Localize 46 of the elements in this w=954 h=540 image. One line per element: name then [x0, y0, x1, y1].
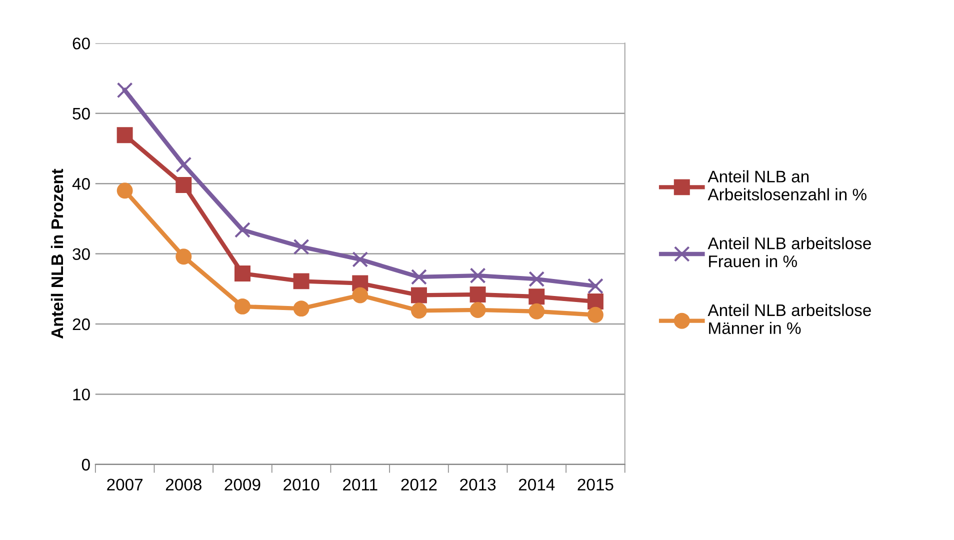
x-tick-label: 2009: [224, 478, 260, 491]
y-tick-label: 30: [72, 248, 90, 260]
x-tick-label: 2007: [107, 478, 143, 491]
point: [410, 268, 427, 285]
point: [410, 302, 427, 319]
y-tick-label: 10: [73, 388, 90, 400]
x-tick-label: 2014: [518, 478, 555, 491]
y-tick-label: 50: [72, 108, 90, 120]
point: [528, 303, 545, 320]
point: [470, 268, 486, 284]
x-tick-label: 2013: [460, 478, 496, 491]
point: [528, 288, 545, 305]
x-tick-label: 2008: [166, 478, 202, 491]
y-tick-label: 0: [82, 458, 90, 471]
point: [587, 278, 604, 294]
point: [116, 82, 133, 98]
point: [528, 271, 545, 288]
x-tick-label: 2015: [578, 478, 614, 491]
legend-label: Anteil NLB an Arbeitslosenzahl in %: [708, 170, 866, 200]
point: [470, 286, 486, 303]
point: [176, 156, 192, 173]
y-axis-title: Anteil NLB in Prozent: [50, 168, 64, 339]
point: [176, 177, 192, 193]
point: [352, 251, 368, 268]
point: [293, 273, 310, 290]
point: [234, 298, 250, 314]
point: [587, 306, 604, 323]
y-tick-label: 20: [72, 318, 90, 330]
point: [293, 300, 310, 317]
point: [116, 182, 133, 199]
point: [234, 265, 250, 282]
point: [410, 287, 427, 304]
legend-label: Anteil NLB arbeitslose Männer in %: [708, 304, 871, 334]
y-tick-label: 40: [72, 178, 90, 190]
point: [116, 127, 133, 144]
point: [352, 287, 368, 304]
y-tick-label: 60: [72, 38, 90, 50]
legend-label: Anteil NLB arbeitslose Frauen in %: [708, 237, 871, 268]
point: [587, 294, 604, 310]
point: [470, 302, 486, 318]
x-tick-label: 2010: [284, 478, 320, 491]
point: [293, 238, 310, 255]
point: [234, 222, 250, 238]
x-tick-label: 2012: [401, 478, 437, 491]
point: [176, 248, 192, 265]
x-tick-label: 2011: [343, 478, 378, 491]
